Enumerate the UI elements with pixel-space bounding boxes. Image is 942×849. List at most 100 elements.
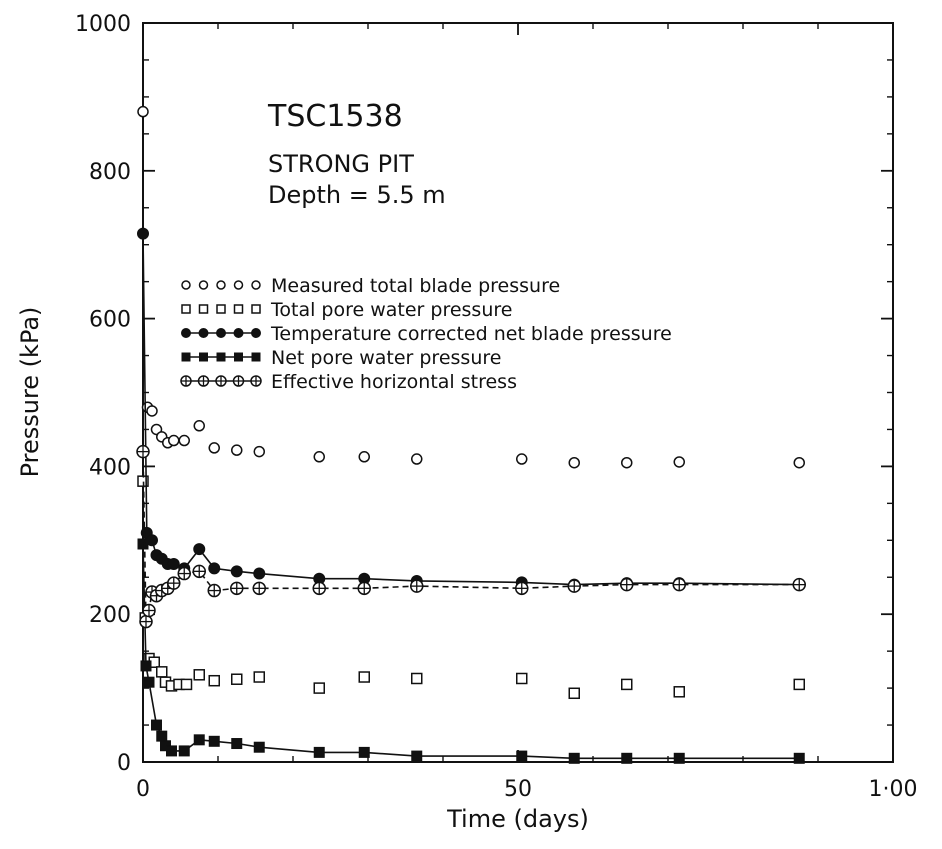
effective-stress-point [250, 375, 262, 387]
measured-blade-point [198, 280, 209, 290]
net-pore-point [193, 734, 205, 746]
series-line-3 [142, 543, 800, 760]
net-pore-point [199, 352, 208, 362]
axes-layer: 0 200 400 600 800 1000 0 50 1·00 [75, 12, 917, 802]
y-axis-title: Pressure (kPa) [16, 307, 44, 478]
net-blade-point [216, 328, 226, 338]
measured-blade-point [621, 456, 633, 469]
chart-subtitle-line-2: Depth = 5.5 m [268, 181, 446, 209]
total-pore-point [156, 666, 168, 678]
x-axis-title: Time (days) [446, 805, 589, 833]
effective-stress-point [232, 375, 245, 387]
net-pore-point [208, 735, 220, 747]
chart-subtitle-line-1: STRONG PIT [268, 150, 414, 178]
effective-stress-point [207, 583, 221, 598]
net-pore-point [181, 352, 191, 362]
total-pore-point [208, 674, 220, 687]
net-pore-point [793, 752, 805, 764]
total-pore-point [313, 682, 325, 694]
effective-stress-point [180, 375, 192, 387]
net-blade-point [251, 328, 261, 338]
y-tick-label: 600 [89, 308, 131, 333]
total-pore-point [198, 304, 209, 314]
effective-stress-point [312, 581, 326, 596]
total-pore-point [231, 673, 243, 685]
total-pore-point [180, 678, 193, 691]
measured-blade-point [673, 456, 685, 468]
net-pore-point [621, 752, 633, 764]
net-pore-point [156, 730, 168, 742]
measured-blade-point [208, 442, 220, 454]
legend-label-4: Effective horizontal stress [271, 371, 517, 393]
total-pore-point [568, 687, 580, 700]
series-line-4 [142, 451, 800, 622]
net-pore-point [151, 719, 162, 731]
effective-stress-point [672, 577, 686, 592]
measured-blade-point [233, 280, 244, 290]
measured-blade-point [181, 280, 191, 290]
effective-stress-point [167, 576, 181, 590]
net-blade-point [208, 562, 221, 575]
net-pore-point [313, 746, 325, 758]
chart-title: TSC1538 [267, 99, 403, 134]
net-blade-point [137, 227, 149, 240]
legend-entry-2: Temperature corrected net blade pressure [181, 323, 672, 345]
measured-blade-point [313, 451, 325, 463]
effective-stress-point [515, 581, 529, 596]
measured-blade-point [168, 434, 180, 447]
series-0 [137, 105, 805, 469]
total-pore-point [621, 678, 633, 691]
total-pore-point [251, 304, 261, 314]
net-blade-point [233, 328, 244, 338]
net-pore-point [673, 752, 685, 764]
measured-blade-point [193, 420, 205, 432]
measured-blade-point [793, 456, 805, 469]
effective-stress-point [177, 566, 191, 581]
net-pore-point [143, 676, 155, 688]
net-pore-point [253, 741, 265, 753]
effective-stress-point [136, 444, 150, 459]
series-3 [137, 538, 805, 764]
measured-blade-point [411, 453, 423, 465]
net-pore-point [234, 352, 243, 362]
y-tick-label: 0 [117, 751, 131, 776]
total-pore-point [516, 672, 528, 685]
y-tick-label: 200 [89, 603, 131, 628]
net-pore-point [216, 352, 226, 362]
legend-entry-4: Effective horizontal stress [180, 371, 517, 393]
effective-stress-point [139, 614, 153, 629]
effective-stress-point [230, 581, 244, 596]
total-pore-point [411, 672, 423, 685]
measured-blade-point [178, 434, 190, 447]
effective-stress-point [252, 581, 266, 596]
legend-label-2: Temperature corrected net blade pressure [270, 323, 672, 345]
effective-stress-point [567, 579, 581, 593]
total-pore-point [233, 304, 244, 314]
total-pore-point [181, 304, 191, 314]
measured-blade-point [251, 280, 261, 290]
total-pore-point [253, 671, 265, 683]
net-pore-point [568, 752, 580, 764]
effective-stress-point [620, 577, 634, 592]
net-pore-point [137, 538, 149, 550]
legend-entry-1: Total pore water pressure [181, 299, 512, 321]
total-pore-point [793, 678, 805, 691]
net-pore-point [411, 750, 423, 762]
measured-blade-point [231, 444, 243, 456]
effective-stress-point [192, 564, 206, 579]
total-pore-point [216, 304, 226, 314]
net-blade-point [167, 557, 180, 570]
legend-label-0: Measured total blade pressure [271, 275, 560, 297]
total-pore-point [193, 669, 205, 681]
net-pore-point [231, 738, 243, 750]
net-pore-point [251, 352, 261, 362]
net-pore-point [178, 745, 190, 757]
legend-entry-0: Measured total blade pressure [181, 275, 560, 297]
legend-entry-3: Net pore water pressure [181, 347, 501, 369]
legend-label-1: Total pore water pressure [270, 299, 512, 321]
net-blade-point [181, 328, 191, 338]
measured-blade-point [146, 405, 158, 417]
measured-blade-point [516, 453, 528, 465]
measured-blade-point [568, 456, 580, 469]
